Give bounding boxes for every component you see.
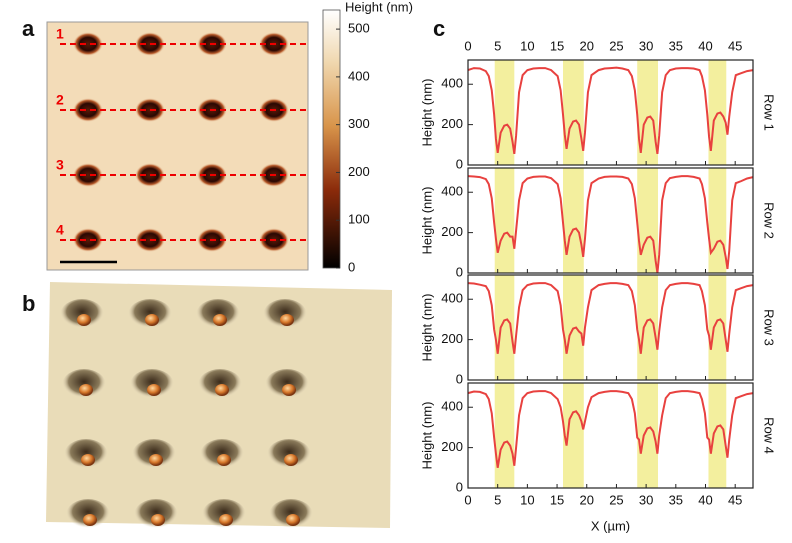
bump bbox=[284, 454, 298, 466]
colorbar-tick-label: 200 bbox=[348, 164, 370, 179]
bump bbox=[145, 314, 159, 326]
x-tick-label: 0 bbox=[464, 38, 471, 53]
3d-render bbox=[46, 282, 392, 528]
highlight-band bbox=[563, 168, 584, 273]
colorbar-tick-label: 300 bbox=[348, 116, 370, 131]
highlight-band bbox=[637, 383, 658, 488]
hole bbox=[73, 163, 103, 187]
colorbar-tick-label: 500 bbox=[348, 21, 370, 36]
profile-line bbox=[467, 390, 754, 468]
highlight-band bbox=[494, 275, 515, 380]
plot-frame bbox=[467, 59, 754, 166]
bump bbox=[286, 514, 300, 526]
profile-line bbox=[467, 66, 754, 155]
highlight-band bbox=[494, 168, 515, 273]
x-tick-label: 30 bbox=[639, 492, 653, 507]
y-tick-label: 200 bbox=[441, 331, 463, 346]
y-tick-label: 400 bbox=[441, 399, 463, 414]
y-tick-label: 200 bbox=[441, 116, 463, 131]
x-tick-label: 40 bbox=[698, 38, 712, 53]
x-tick-label: 40 bbox=[698, 492, 712, 507]
bump bbox=[151, 514, 165, 526]
row-label: 1 bbox=[56, 26, 64, 42]
y-tick-label: 400 bbox=[441, 291, 463, 306]
bump bbox=[217, 454, 231, 466]
bump bbox=[83, 514, 97, 526]
bump bbox=[81, 454, 95, 466]
row-label: 4 bbox=[56, 222, 64, 238]
y-tick-label: 0 bbox=[456, 479, 463, 494]
bump bbox=[147, 384, 161, 396]
highlight-band bbox=[563, 383, 584, 488]
bump bbox=[149, 454, 163, 466]
x-tick-label: 30 bbox=[639, 38, 653, 53]
x-axis-label: X (µm) bbox=[591, 518, 630, 533]
hole bbox=[73, 98, 103, 122]
x-tick-label: 20 bbox=[580, 492, 594, 507]
y-tick-label: 200 bbox=[441, 224, 463, 239]
bump bbox=[219, 514, 233, 526]
panel-label: c bbox=[433, 16, 445, 41]
bump bbox=[215, 384, 229, 396]
row-label: Row 4 bbox=[762, 417, 777, 454]
colorbar-tick-label: 0 bbox=[348, 259, 355, 274]
3d-holes bbox=[60, 299, 313, 531]
highlight-band bbox=[708, 383, 727, 488]
x-tick-label: 15 bbox=[550, 38, 564, 53]
x-tick-label: 25 bbox=[609, 38, 623, 53]
x-tick-label: 5 bbox=[494, 38, 501, 53]
colorbar-tick-label: 100 bbox=[348, 212, 370, 227]
hole bbox=[73, 228, 103, 252]
x-tick-label: 35 bbox=[669, 38, 683, 53]
y-axis-label: Height (nm) bbox=[419, 79, 434, 147]
y-tick-label: 0 bbox=[456, 371, 463, 386]
plot-frame bbox=[467, 382, 754, 489]
x-tick-label: 10 bbox=[520, 38, 534, 53]
y-tick-label: 400 bbox=[441, 76, 463, 91]
x-tick-label: 15 bbox=[550, 492, 564, 507]
x-tick-label: 45 bbox=[728, 492, 742, 507]
y-axis-label: Height (nm) bbox=[419, 294, 434, 362]
bump bbox=[282, 384, 296, 396]
panel-label: a bbox=[22, 16, 35, 41]
row-label: Row 3 bbox=[762, 309, 777, 346]
bump bbox=[213, 314, 227, 326]
y-tick-label: 200 bbox=[441, 439, 463, 454]
plot-frame bbox=[467, 167, 754, 274]
bump bbox=[280, 314, 294, 326]
x-tick-label: 45 bbox=[728, 38, 742, 53]
profile-line bbox=[467, 282, 754, 354]
y-tick-label: 0 bbox=[456, 264, 463, 279]
x-tick-label: 25 bbox=[609, 492, 623, 507]
row-label: 2 bbox=[56, 92, 64, 108]
highlight-band bbox=[708, 275, 727, 380]
x-tick-label: 10 bbox=[520, 492, 534, 507]
highlight-band bbox=[708, 168, 727, 273]
row-label: Row 2 bbox=[762, 202, 777, 239]
x-tick-label: 20 bbox=[580, 38, 594, 53]
x-tick-label: 5 bbox=[494, 492, 501, 507]
y-axis-label: Height (nm) bbox=[419, 402, 434, 470]
highlight-band bbox=[637, 275, 658, 380]
colorbar-label: Height (nm) bbox=[345, 0, 413, 14]
panel-label: b bbox=[22, 291, 35, 316]
y-axis-label: Height (nm) bbox=[419, 187, 434, 255]
highlight-band bbox=[563, 60, 584, 165]
x-tick-label: 35 bbox=[669, 492, 683, 507]
y-tick-label: 400 bbox=[441, 184, 463, 199]
hole bbox=[73, 32, 103, 56]
highlight-band bbox=[494, 383, 515, 488]
row-label: 3 bbox=[56, 157, 64, 173]
colorbar bbox=[322, 9, 341, 269]
colorbar-tick-label: 400 bbox=[348, 68, 370, 83]
y-tick-label: 0 bbox=[456, 156, 463, 171]
bump bbox=[79, 384, 93, 396]
row-label: Row 1 bbox=[762, 94, 777, 131]
bump bbox=[77, 314, 91, 326]
plot-frame bbox=[467, 274, 754, 381]
profile-line bbox=[467, 175, 754, 274]
x-tick-label: 0 bbox=[464, 492, 471, 507]
